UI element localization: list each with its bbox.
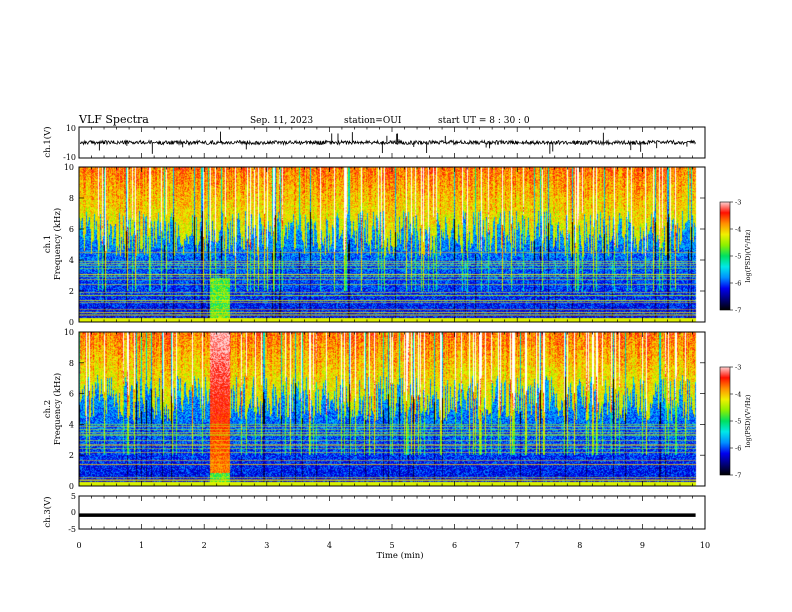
figure-title: VLF Spectra (78, 113, 149, 126)
ch2-spectrogram-panel: 0 2 4 6 8 10 ch.2Frequency (kHz) -3 -4 -5 -6 -7 l… (43, 328, 752, 491)
colorbar-tick-label: -5 (735, 253, 741, 261)
frequency-tick-label: 10 (64, 163, 74, 172)
frequency-tick-label: 10 (64, 328, 74, 337)
colorbar-tick-label: -3 (735, 364, 741, 372)
ch1-spectrogram-ylabel: ch.1Frequency (kHz) (43, 208, 63, 280)
ch1-colorbar: -3 -4 -5 -6 -7 log(PSD)(V²/Hz) (719, 199, 752, 315)
frequency-tick-label: 2 (69, 451, 74, 460)
colorbar-tick-label: -6 (735, 280, 741, 288)
ylabel-line: Frequency (kHz) (52, 373, 63, 445)
frequency-tick-label: 6 (69, 390, 74, 399)
ch3-waveform-ylabel: ch.3(V) (42, 496, 53, 527)
time-tick-label: 2 (202, 541, 207, 550)
ch1-colorbar-label: log(PSD)(V²/Hz) (744, 229, 752, 282)
ch3-ytick-top: 5 (71, 492, 76, 501)
ch1-waveform-panel: 10 -10 ch.1(V) (42, 124, 706, 162)
ch1-spectrogram-image (79, 167, 705, 322)
start-time-label: start UT = 8 : 30 : 0 (438, 116, 530, 126)
ch2-colorbar-gradient (719, 366, 731, 476)
ch1-spectrogram-panel: 0 2 4 6 8 10 ch.1Frequency (kHz) -3 -4 -5 -6 -7 l… (43, 163, 752, 327)
time-tick-label: 5 (389, 541, 394, 550)
colorbar-tick-label: -4 (735, 226, 741, 234)
frequency-tick-label: 0 (69, 318, 74, 327)
time-tick-label: 10 (700, 541, 710, 550)
frequency-tick-label: 4 (69, 256, 74, 265)
ch3-waveform-xticks (78, 496, 706, 529)
ch2-spectrogram-xticks (78, 332, 706, 486)
time-tick-label: 0 (76, 541, 81, 550)
time-tick-label: 8 (577, 541, 582, 550)
frequency-tick-label: 8 (69, 194, 74, 203)
time-tick-label: 3 (264, 541, 269, 550)
colorbar-tick-label: -3 (735, 199, 741, 207)
ch1-waveform-spikes (98, 131, 688, 154)
ch2-colorbar-label: log(PSD)(V²/Hz) (744, 394, 752, 447)
ch2-spectrogram-yticks: 0 2 4 6 8 10 (64, 328, 705, 491)
ch1-ytick-bottom: -10 (63, 153, 76, 162)
time-tick-label: 7 (515, 541, 520, 550)
frequency-tick-label: 0 (69, 482, 74, 491)
ch1-spectrogram-xticks (78, 167, 706, 322)
time-axis-tick-labels: 0 1 2 3 4 5 6 7 8 9 10 (76, 541, 710, 550)
date-label: Sep. 11, 2023 (250, 116, 313, 126)
frequency-tick-label: 8 (69, 359, 74, 368)
ylabel-line: Frequency (kHz) (52, 208, 63, 280)
time-tick-label: 1 (139, 541, 144, 550)
ch2-spectrogram-ylabel: ch.2Frequency (kHz) (43, 373, 63, 445)
time-tick-label: 9 (640, 541, 645, 550)
ch1-spectrogram-yticks: 0 2 4 6 8 10 (64, 163, 705, 327)
frequency-tick-label: 6 (69, 225, 74, 234)
ch2-spectrogram-image (79, 332, 705, 486)
frequency-tick-label: 2 (69, 287, 74, 296)
time-axis-label: Time (min) (376, 550, 423, 561)
colorbar-tick-label: -6 (735, 445, 741, 453)
ch3-waveform-panel: 5 0 -5 ch.3(V) (42, 492, 706, 534)
ch1-colorbar-ticks: -3 -4 -5 -6 -7 (730, 199, 741, 315)
ch1-waveform-xticks (78, 127, 706, 158)
ch2-colorbar: -3 -4 -5 -6 -7 log(PSD)(V²/Hz) (719, 364, 752, 480)
frequency-tick-label: 4 (69, 420, 74, 429)
colorbar-tick-label: -4 (735, 391, 741, 399)
ylabel-line: ch.2 (43, 400, 53, 418)
ch1-waveform-ylabel: ch.1(V) (42, 126, 53, 157)
station-label: station=OUI (344, 116, 402, 126)
colorbar-tick-label: -7 (735, 307, 741, 315)
ch3-waveform-trace (79, 513, 696, 517)
ch3-ytick-bottom: -5 (68, 525, 76, 534)
ch3-ytick-mid: 0 (71, 508, 76, 517)
ch1-colorbar-gradient (719, 201, 731, 311)
time-tick-label: 6 (452, 541, 457, 550)
ylabel-line: ch.1 (43, 235, 53, 253)
colorbar-tick-label: -7 (735, 472, 741, 480)
ch1-ytick-top: 10 (66, 124, 76, 133)
time-tick-label: 4 (327, 541, 332, 550)
colorbar-tick-label: -5 (735, 418, 741, 426)
ch2-colorbar-ticks: -3 -4 -5 -6 -7 (730, 364, 741, 480)
